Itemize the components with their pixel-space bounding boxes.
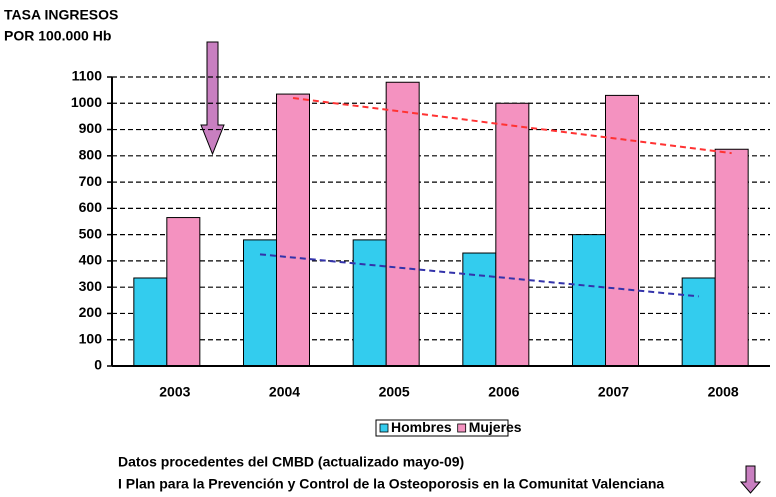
y-tick-label: 400	[79, 252, 103, 268]
x-tick-label: 2006	[488, 384, 519, 400]
bar	[605, 94, 639, 367]
bar	[462, 252, 497, 367]
y-tick-label: 900	[79, 120, 103, 136]
y-tick-label: 200	[79, 304, 103, 320]
y-tick-label: 300	[79, 278, 103, 294]
y-tick-label: 800	[79, 147, 103, 163]
footnote: Datos procedentes del CMBD (actualizado …	[118, 454, 464, 470]
y-tick-label: 500	[79, 225, 103, 241]
legend-label: Hombres	[391, 419, 452, 435]
bar	[714, 148, 749, 367]
bar	[681, 277, 716, 367]
y-tick-label: 700	[79, 173, 103, 189]
x-tick-label: 2004	[269, 384, 300, 400]
bar	[572, 234, 606, 367]
trend-line	[259, 253, 699, 298]
x-tick-label: 2008	[708, 384, 739, 400]
legend-label: Mujeres	[469, 419, 522, 435]
bar	[243, 239, 277, 367]
bar	[385, 81, 420, 367]
bar	[166, 217, 201, 367]
y-tick-label: 0	[94, 357, 102, 373]
arrow	[200, 41, 225, 156]
bar	[495, 102, 530, 367]
y-tick-label: 600	[79, 199, 103, 215]
x-tick-label: 2005	[379, 384, 410, 400]
y-tick-label: 1000	[71, 94, 102, 110]
arrow	[739, 465, 762, 494]
bar	[276, 93, 310, 367]
x-tick-label: 2007	[598, 384, 629, 400]
y-tick-label: 100	[79, 330, 103, 346]
bar	[352, 239, 387, 367]
legend-swatch	[457, 423, 467, 433]
trend-line	[292, 97, 732, 155]
footnote: I Plan para la Prevención y Control de l…	[118, 476, 664, 492]
x-tick-label: 2003	[159, 384, 190, 400]
bar	[133, 277, 168, 367]
y-axis-label: POR 100.000 Hb	[4, 28, 111, 44]
legend-box	[375, 419, 509, 437]
y-tick-label: 1100	[72, 68, 103, 84]
legend-swatch	[379, 423, 389, 433]
y-axis-label: TASA INGRESOS	[4, 7, 118, 23]
